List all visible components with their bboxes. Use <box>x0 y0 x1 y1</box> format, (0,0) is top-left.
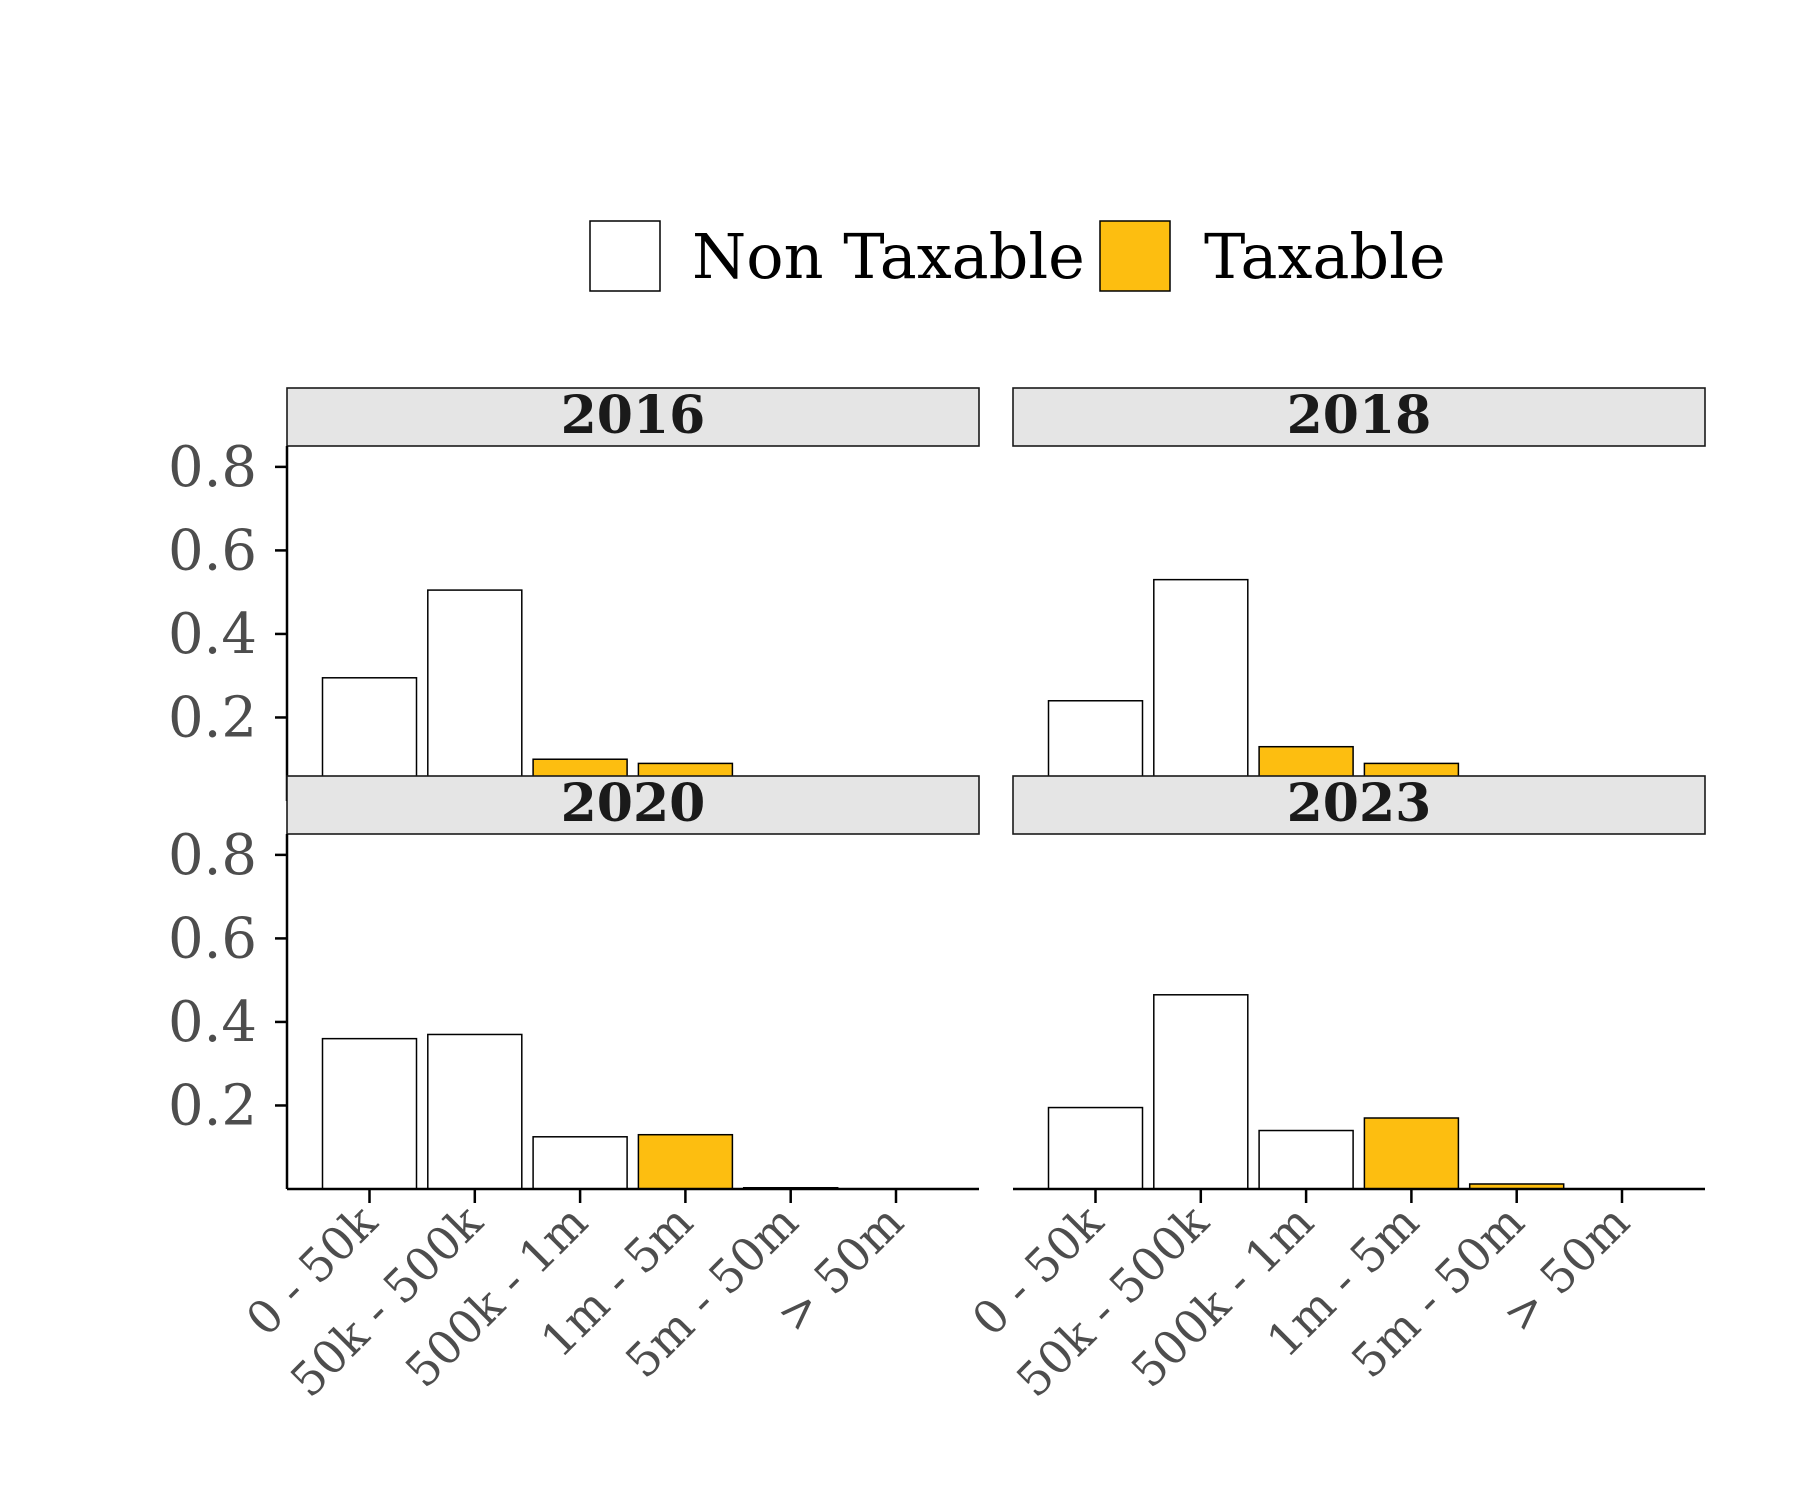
panel-title: 2023 <box>1287 773 1432 834</box>
bar <box>637 1133 734 1190</box>
y-tick-label: 0.2 <box>168 685 257 750</box>
bar <box>1047 1106 1144 1190</box>
bar <box>427 589 523 802</box>
y-tick-label: 0.6 <box>168 518 257 583</box>
panel-title: 2018 <box>1287 385 1432 446</box>
legend-label-taxable: Taxable <box>1204 220 1446 293</box>
bar <box>1363 1117 1460 1190</box>
panel-strip <box>286 775 980 835</box>
legend-item-non-taxable: Non Taxable <box>589 220 1085 293</box>
legend-swatch-taxable <box>1099 220 1171 292</box>
y-tick-label: 0.2 <box>168 1073 257 1138</box>
panel-title: 2020 <box>561 773 706 834</box>
y-tick-label: 0.4 <box>168 602 257 667</box>
bar <box>427 1033 523 1190</box>
legend-label-non-taxable: Non Taxable <box>692 220 1085 293</box>
bar <box>532 1136 628 1190</box>
legend-item-taxable: Taxable <box>1099 220 1446 293</box>
legend: Non Taxable Taxable <box>589 220 1446 293</box>
bar <box>1258 1129 1354 1190</box>
y-tick-label: 0.8 <box>168 435 257 500</box>
bar <box>321 1037 418 1190</box>
panel-2018: 2018 <box>1012 385 1706 802</box>
y-tick-label: 0.8 <box>168 823 257 888</box>
panel-strip <box>1012 387 1706 447</box>
y-tick-label: 0.4 <box>168 990 257 1055</box>
panel-strip <box>1012 775 1706 835</box>
panel-title: 2016 <box>561 385 706 446</box>
y-tick-label: 0.6 <box>168 906 257 971</box>
bar <box>1153 994 1249 1190</box>
panel-strip <box>286 387 980 447</box>
panel-2016: 2016 0.2 0.4 0.6 0.8 <box>168 385 980 802</box>
bar <box>1153 578 1249 802</box>
legend-swatch-non-taxable <box>589 220 661 292</box>
